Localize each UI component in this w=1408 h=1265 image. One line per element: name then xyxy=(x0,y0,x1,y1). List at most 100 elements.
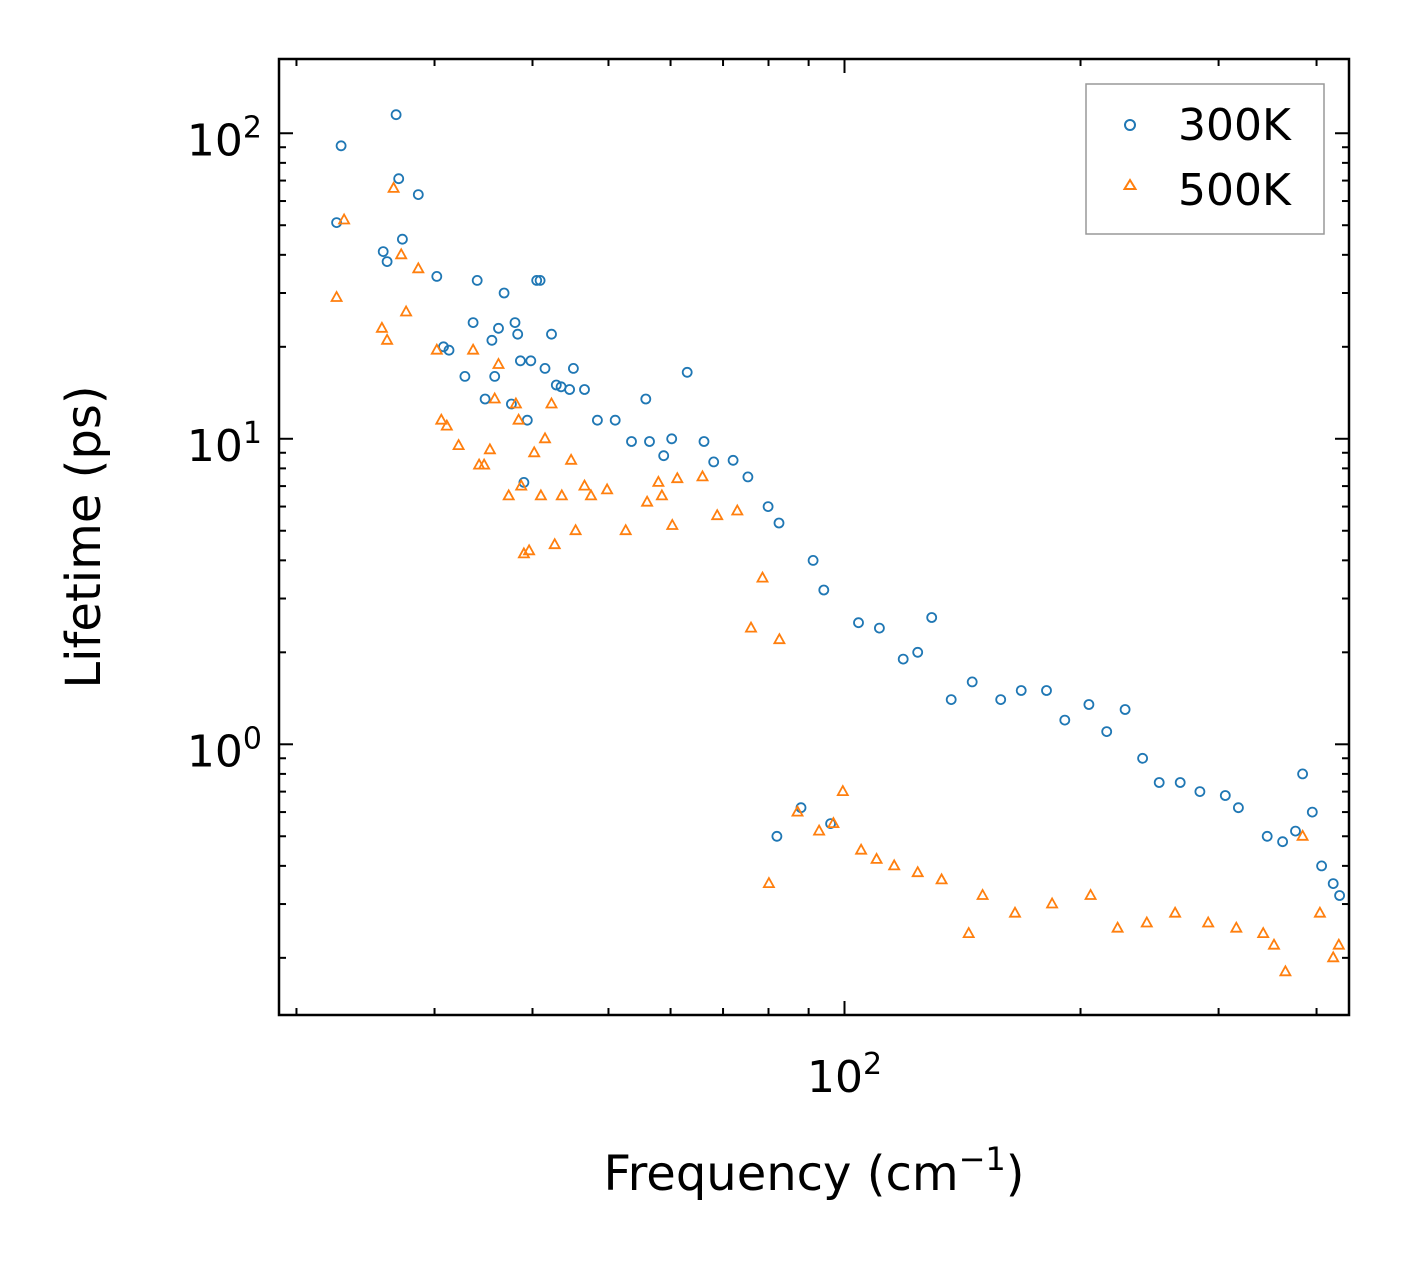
x-axis-label-superscript: −1 xyxy=(959,1140,1006,1178)
point-300k-55 xyxy=(926,612,938,623)
point-500k-63 xyxy=(1140,915,1154,928)
point-300k-70 xyxy=(1233,802,1244,814)
point-300k-68 xyxy=(1194,786,1206,797)
point-300k-53 xyxy=(897,653,909,665)
point-300k-46 xyxy=(742,471,754,483)
point-500k-21 xyxy=(514,478,528,491)
point-500k-19 xyxy=(509,396,523,409)
point-500k-56 xyxy=(935,872,949,885)
point-300k-24 xyxy=(521,414,533,426)
point-500k-14 xyxy=(477,457,491,470)
point-300k-9 xyxy=(438,341,449,353)
x-axis-label-text: Frequency (cm xyxy=(603,1146,958,1202)
point-500k-15 xyxy=(483,442,497,455)
point-300k-57 xyxy=(966,676,978,688)
point-300k-29 xyxy=(546,328,557,340)
point-300k-37 xyxy=(626,436,637,447)
point-500k-42 xyxy=(710,508,724,521)
point-300k-75 xyxy=(1306,806,1318,818)
point-300k-58 xyxy=(995,694,1007,705)
point-300k-76 xyxy=(1316,860,1327,872)
point-300k-21 xyxy=(512,328,524,340)
point-300k-15 xyxy=(486,334,498,346)
point-300k-11 xyxy=(459,370,471,382)
point-300k-49 xyxy=(807,555,819,566)
point-500k-9 xyxy=(434,412,448,425)
x-tick-label-10-2: 102 xyxy=(807,1047,882,1103)
point-300k-4 xyxy=(390,109,402,121)
point-300k-42 xyxy=(681,366,693,378)
point-500k-38 xyxy=(655,488,669,501)
point-500k-51 xyxy=(836,784,850,796)
point-300k-67 xyxy=(1174,777,1186,788)
point-500k-12 xyxy=(466,342,480,355)
y-axis-label: Lifetime (ps) xyxy=(56,385,112,688)
series-300k xyxy=(331,109,1345,901)
point-300k-33 xyxy=(568,362,579,374)
point-500k-28 xyxy=(548,537,562,550)
point-300k-81 xyxy=(825,818,836,829)
point-300k-39 xyxy=(644,436,655,447)
point-500k-6 xyxy=(399,304,413,317)
point-300k-43 xyxy=(698,436,710,447)
legend-marker-300k xyxy=(1124,119,1136,131)
point-300k-63 xyxy=(1101,726,1113,737)
point-300k-71 xyxy=(1261,830,1273,842)
point-500k-36 xyxy=(640,494,654,507)
point-300k-61 xyxy=(1059,714,1071,726)
point-300k-8 xyxy=(431,270,443,282)
point-500k-52 xyxy=(854,842,868,855)
point-300k-79 xyxy=(771,830,783,842)
legend-marker-500k xyxy=(1122,178,1138,190)
point-500k-68 xyxy=(1267,937,1281,950)
point-500k-53 xyxy=(870,852,884,864)
point-300k-2 xyxy=(377,246,389,258)
point-500k-61 xyxy=(1084,888,1098,900)
point-500k-48 xyxy=(790,804,805,817)
point-300k-16 xyxy=(489,370,501,382)
point-500k-54 xyxy=(887,858,901,871)
point-300k-45 xyxy=(727,454,739,466)
point-300k-32 xyxy=(564,384,575,395)
point-500k-58 xyxy=(976,888,990,900)
point-500k-70 xyxy=(1296,828,1310,841)
point-300k-18 xyxy=(498,287,510,299)
point-300k-66 xyxy=(1153,777,1165,788)
point-500k-25 xyxy=(534,488,548,501)
point-500k-64 xyxy=(1168,905,1182,918)
point-500k-39 xyxy=(665,518,679,530)
point-500k-72 xyxy=(1326,950,1340,963)
point-300k-62 xyxy=(1083,699,1095,710)
point-500k-30 xyxy=(564,452,578,465)
point-500k-0 xyxy=(330,290,344,302)
point-500k-24 xyxy=(527,445,541,458)
point-300k-22 xyxy=(515,355,526,367)
point-300k-6 xyxy=(396,233,408,245)
point-500k-47 xyxy=(772,632,786,645)
point-500k-18 xyxy=(502,488,516,501)
point-300k-27 xyxy=(534,274,546,286)
point-500k-22 xyxy=(517,546,531,559)
point-500k-35 xyxy=(619,523,633,536)
point-300k-44 xyxy=(708,456,720,468)
point-500k-60 xyxy=(1045,896,1059,909)
point-300k-36 xyxy=(609,414,621,426)
point-500k-45 xyxy=(755,570,770,583)
point-300k-41 xyxy=(666,433,678,445)
point-500k-31 xyxy=(569,523,583,536)
point-500k-4 xyxy=(387,181,401,193)
point-500k-59 xyxy=(1008,905,1022,918)
point-500k-33 xyxy=(584,488,598,501)
point-300k-19 xyxy=(505,398,517,410)
y-tick-label-10-0: 100 xyxy=(187,721,262,777)
point-300k-47 xyxy=(762,501,774,513)
point-500k-50 xyxy=(826,816,840,828)
point-300k-38 xyxy=(640,393,652,405)
point-500k-73 xyxy=(1332,937,1346,950)
point-500k-66 xyxy=(1229,920,1243,933)
point-500k-41 xyxy=(695,469,710,482)
legend-label-300k: 300K xyxy=(1178,100,1292,151)
point-300k-3 xyxy=(381,256,393,268)
point-500k-23 xyxy=(522,543,536,556)
point-300k-78 xyxy=(1334,890,1345,901)
